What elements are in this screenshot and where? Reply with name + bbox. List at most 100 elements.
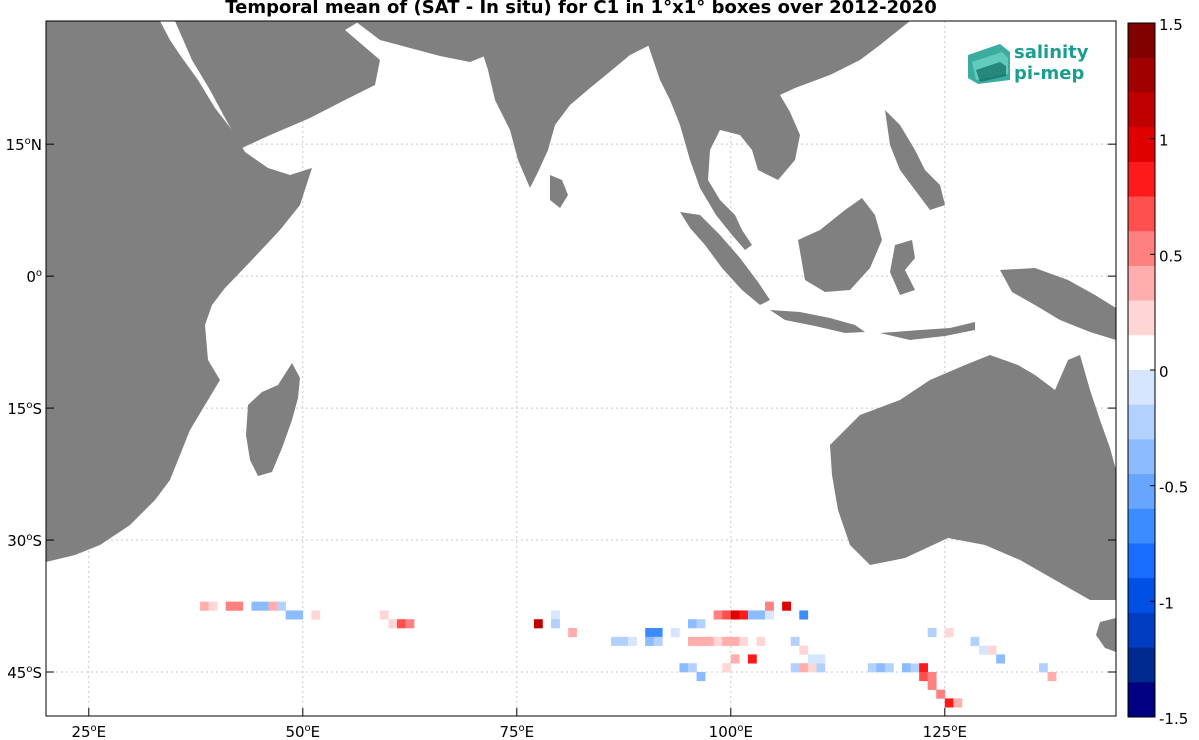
data-cell — [379, 610, 389, 620]
data-cell — [884, 663, 894, 673]
data-cell — [876, 663, 886, 673]
data-cell — [936, 689, 946, 699]
data-cell — [688, 636, 697, 646]
data-cell — [970, 716, 979, 725]
data-cell — [396, 619, 406, 629]
colorbar-segment — [1128, 57, 1155, 93]
data-cell — [730, 654, 740, 664]
colorbar-segment — [1128, 612, 1155, 649]
data-cell — [705, 636, 714, 646]
data-cell — [234, 601, 244, 611]
data-cell — [688, 663, 697, 673]
colorbar-segment — [1128, 265, 1155, 302]
data-cell — [859, 654, 869, 664]
data-cell — [225, 601, 235, 611]
data-cell — [645, 628, 655, 638]
lon-tick-label: 125oE — [923, 723, 967, 740]
data-cell — [619, 636, 629, 646]
colorbar-segment — [1128, 474, 1155, 510]
colorbar-segment — [1128, 23, 1155, 59]
data-cell — [628, 636, 637, 646]
data-cell — [782, 601, 792, 611]
data-cell — [200, 601, 209, 611]
data-cell — [1038, 663, 1048, 673]
colorbar-tick-label: 0 — [1159, 363, 1169, 381]
new-guinea-island — [1000, 268, 1116, 340]
colorbar-segment — [1128, 578, 1155, 614]
data-cell — [816, 663, 826, 673]
data-cell — [208, 601, 218, 611]
sumatra-island — [680, 212, 770, 305]
data-cell — [996, 654, 1006, 664]
data-cell — [277, 601, 286, 611]
colorbar-segment — [1128, 508, 1155, 544]
data-cell — [927, 680, 937, 690]
data-cell — [653, 636, 663, 646]
data-cell — [645, 636, 655, 646]
data-cell — [1013, 716, 1022, 725]
tasmania-island — [1096, 618, 1116, 652]
data-cell — [799, 663, 809, 673]
colorbar-segment — [1128, 370, 1155, 406]
logo-line-1: salinity — [1014, 42, 1089, 63]
borneo-island — [798, 198, 882, 292]
data-cell — [679, 663, 689, 673]
salinity-difference-cells — [200, 601, 1057, 725]
logo-line-2: pi-mep — [1014, 63, 1084, 84]
data-cell — [730, 636, 740, 646]
data-cell — [388, 619, 398, 629]
colorbar-tick-label: 0.5 — [1159, 247, 1183, 265]
data-cell — [1047, 672, 1057, 682]
data-cell — [722, 636, 732, 646]
colorbar-segment — [1128, 300, 1155, 336]
india-subcontinent — [478, 21, 660, 188]
data-cell — [979, 645, 988, 655]
colorbar-segment — [1128, 682, 1155, 718]
colorbar-segment — [1128, 231, 1155, 267]
data-cell — [251, 601, 261, 611]
data-cell — [747, 610, 757, 620]
data-cell — [610, 636, 620, 646]
lat-tick-label: 15oS — [7, 400, 42, 418]
data-cell — [696, 636, 706, 646]
data-cell — [713, 636, 723, 646]
data-cell — [996, 716, 1005, 725]
data-cell — [765, 601, 774, 611]
map-frame — [45, 20, 1117, 717]
data-cell — [739, 610, 749, 620]
data-cell — [551, 610, 560, 620]
data-cell — [559, 628, 569, 638]
colorbar-segment — [1128, 127, 1155, 163]
data-cell — [696, 619, 706, 629]
lat-tick-label: 0o — [26, 268, 42, 286]
data-cell — [294, 610, 304, 620]
data-cell — [756, 636, 766, 646]
colorbar-segment — [1128, 161, 1155, 197]
colorbar-tick-label: -0.5 — [1159, 479, 1188, 497]
data-cell — [919, 663, 928, 673]
data-cell — [739, 636, 749, 646]
data-cell — [988, 716, 997, 725]
data-cell — [944, 628, 954, 638]
lat-tick-label: 45oS — [7, 664, 42, 682]
colorbar — [1127, 22, 1156, 718]
data-cell — [637, 716, 646, 725]
data-cell — [979, 716, 988, 725]
data-cell — [799, 645, 809, 655]
lon-tick-label: 100oE — [709, 723, 753, 740]
data-cell — [551, 619, 560, 629]
data-cell — [987, 645, 997, 655]
lesser-sunda-islands — [880, 322, 975, 340]
colorbar-tick-label: -1.5 — [1159, 710, 1188, 728]
data-cell — [970, 636, 980, 646]
colorbar-segment — [1128, 196, 1155, 232]
iran-pakistan-land — [355, 21, 500, 62]
data-cell — [919, 672, 928, 682]
map-title: Temporal mean of (SAT - In situ) for C1 … — [225, 0, 937, 18]
data-cell — [807, 654, 817, 664]
colorbar-tick-label: 1 — [1159, 132, 1169, 150]
java-island — [770, 310, 865, 333]
data-cell — [670, 628, 680, 638]
data-cell — [533, 619, 543, 629]
data-cell — [1005, 716, 1014, 725]
